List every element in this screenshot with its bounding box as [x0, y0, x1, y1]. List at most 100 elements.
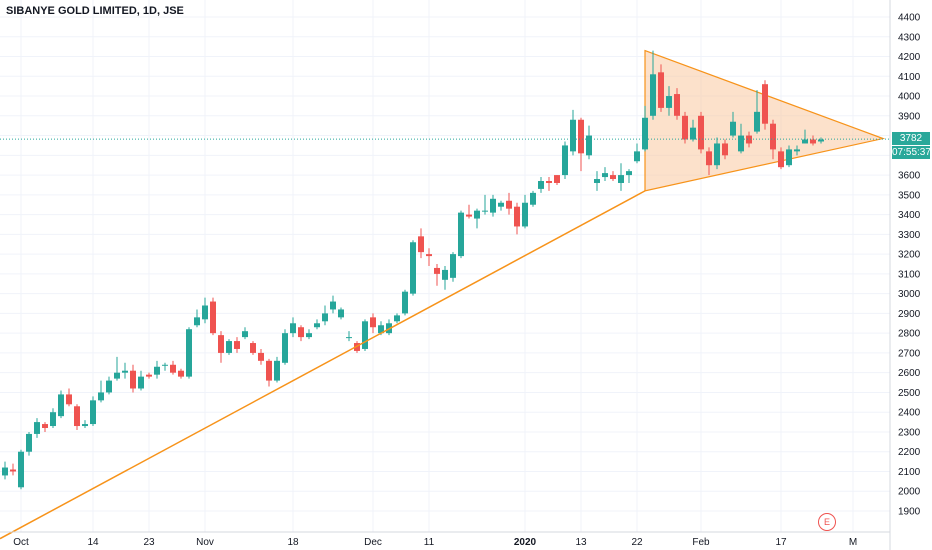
candle-body: [650, 74, 656, 116]
candle-body: [562, 145, 568, 176]
candle-body: [362, 321, 368, 349]
candle-body: [610, 175, 616, 180]
time-tick-label: Oct: [13, 537, 29, 548]
price-tick-label: 2300: [898, 427, 921, 438]
candle-body: [370, 317, 376, 328]
candle-body: [2, 467, 8, 476]
candle-body: [98, 392, 104, 401]
candle-body: [226, 341, 232, 353]
candle-body: [146, 374, 152, 377]
candle-body: [530, 192, 536, 205]
candle-body: [802, 139, 808, 144]
candle-body: [242, 331, 248, 338]
candle-body: [458, 212, 464, 257]
countdown-badge: 07:55:37: [892, 146, 931, 160]
price-tick-label: 4400: [898, 13, 921, 24]
candle-body: [218, 335, 224, 353]
candle-body: [810, 139, 816, 144]
candle-body: [282, 333, 288, 363]
candle-body: [434, 267, 440, 274]
candle-body: [130, 370, 136, 389]
candle-body: [234, 341, 240, 349]
price-tick-label: 2000: [898, 487, 921, 498]
price-tick-label: 4100: [898, 72, 921, 83]
candle-body: [10, 469, 16, 472]
candle-body: [170, 364, 176, 373]
candle-body: [82, 424, 88, 427]
candle-body: [634, 151, 640, 162]
candle-body: [522, 202, 528, 227]
time-tick-label: Feb: [692, 537, 710, 548]
earnings-marker[interactable]: E: [818, 513, 836, 531]
candle-body: [546, 181, 552, 183]
candle-body: [770, 123, 776, 150]
candle-body: [754, 111, 760, 132]
candle-body: [706, 151, 712, 166]
candle-body: [426, 254, 432, 257]
candle-body: [138, 376, 144, 389]
candle-body: [378, 325, 384, 334]
candle-body: [210, 301, 216, 334]
candle-body: [418, 236, 424, 253]
candle-body: [298, 327, 304, 338]
candle-body: [586, 135, 592, 156]
candle-body: [482, 210, 488, 212]
candle-body: [538, 181, 544, 189]
candle-body: [338, 309, 344, 318]
interval: 1D: [142, 5, 157, 17]
candle-body: [570, 119, 576, 152]
candle-body: [818, 139, 824, 142]
candle-body: [306, 333, 312, 338]
price-tick-label: 2500: [898, 388, 921, 399]
candle-body: [466, 214, 472, 217]
candle-body: [602, 173, 608, 178]
price-tick-label: 4200: [898, 52, 921, 63]
chart-title: SIBANYE GOLD LIMITED, 1D, JSE: [6, 5, 184, 17]
candle-body: [106, 380, 112, 393]
price-tick-label: 3000: [898, 289, 921, 300]
candle-body: [18, 451, 24, 488]
exchange: JSE: [163, 5, 184, 17]
candle-body: [74, 406, 80, 427]
candle-body: [314, 323, 320, 328]
candle-body: [402, 291, 408, 314]
trendlines: [0, 190, 646, 540]
symbol-name: SIBANYE GOLD LIMITED: [6, 5, 137, 17]
candle-body: [58, 394, 64, 417]
candle-body: [42, 424, 48, 429]
price-tick-label: 4300: [898, 32, 921, 43]
candle-body: [266, 360, 272, 381]
candle-body: [730, 121, 736, 136]
candle-body: [274, 360, 280, 381]
candle-body: [746, 135, 752, 144]
time-tick-label: 14: [87, 537, 99, 548]
candle-body: [578, 119, 584, 154]
candle-body: [66, 394, 72, 405]
price-tick-label: 4000: [898, 92, 921, 103]
price-tick-label: 3400: [898, 210, 921, 221]
price-tick-label: 3900: [898, 111, 921, 122]
candle-body: [674, 94, 680, 116]
candle-body: [322, 313, 328, 322]
candle-body: [714, 143, 720, 166]
candle-body: [178, 370, 184, 377]
candle-body: [450, 254, 456, 278]
candle-body: [474, 210, 480, 219]
candle-body: [290, 323, 296, 334]
candle-body: [50, 412, 56, 427]
candle-body: [554, 175, 560, 183]
time-tick-label: 18: [287, 537, 299, 548]
candle-body: [34, 422, 40, 434]
candle-body: [594, 179, 600, 183]
candle-body: [258, 352, 264, 361]
price-tick-label: 2400: [898, 408, 921, 419]
candle-body: [682, 115, 688, 140]
candle-body: [762, 84, 768, 124]
candle-body: [666, 96, 672, 108]
price-axis: 1900 2000 2100 2200 2300 2400 2500 2600 2700 2800…: [898, 13, 921, 518]
candle-body: [786, 149, 792, 166]
price-tick-label: 2900: [898, 309, 921, 320]
time-tick-label: 13: [575, 537, 587, 548]
candle-body: [626, 171, 632, 176]
